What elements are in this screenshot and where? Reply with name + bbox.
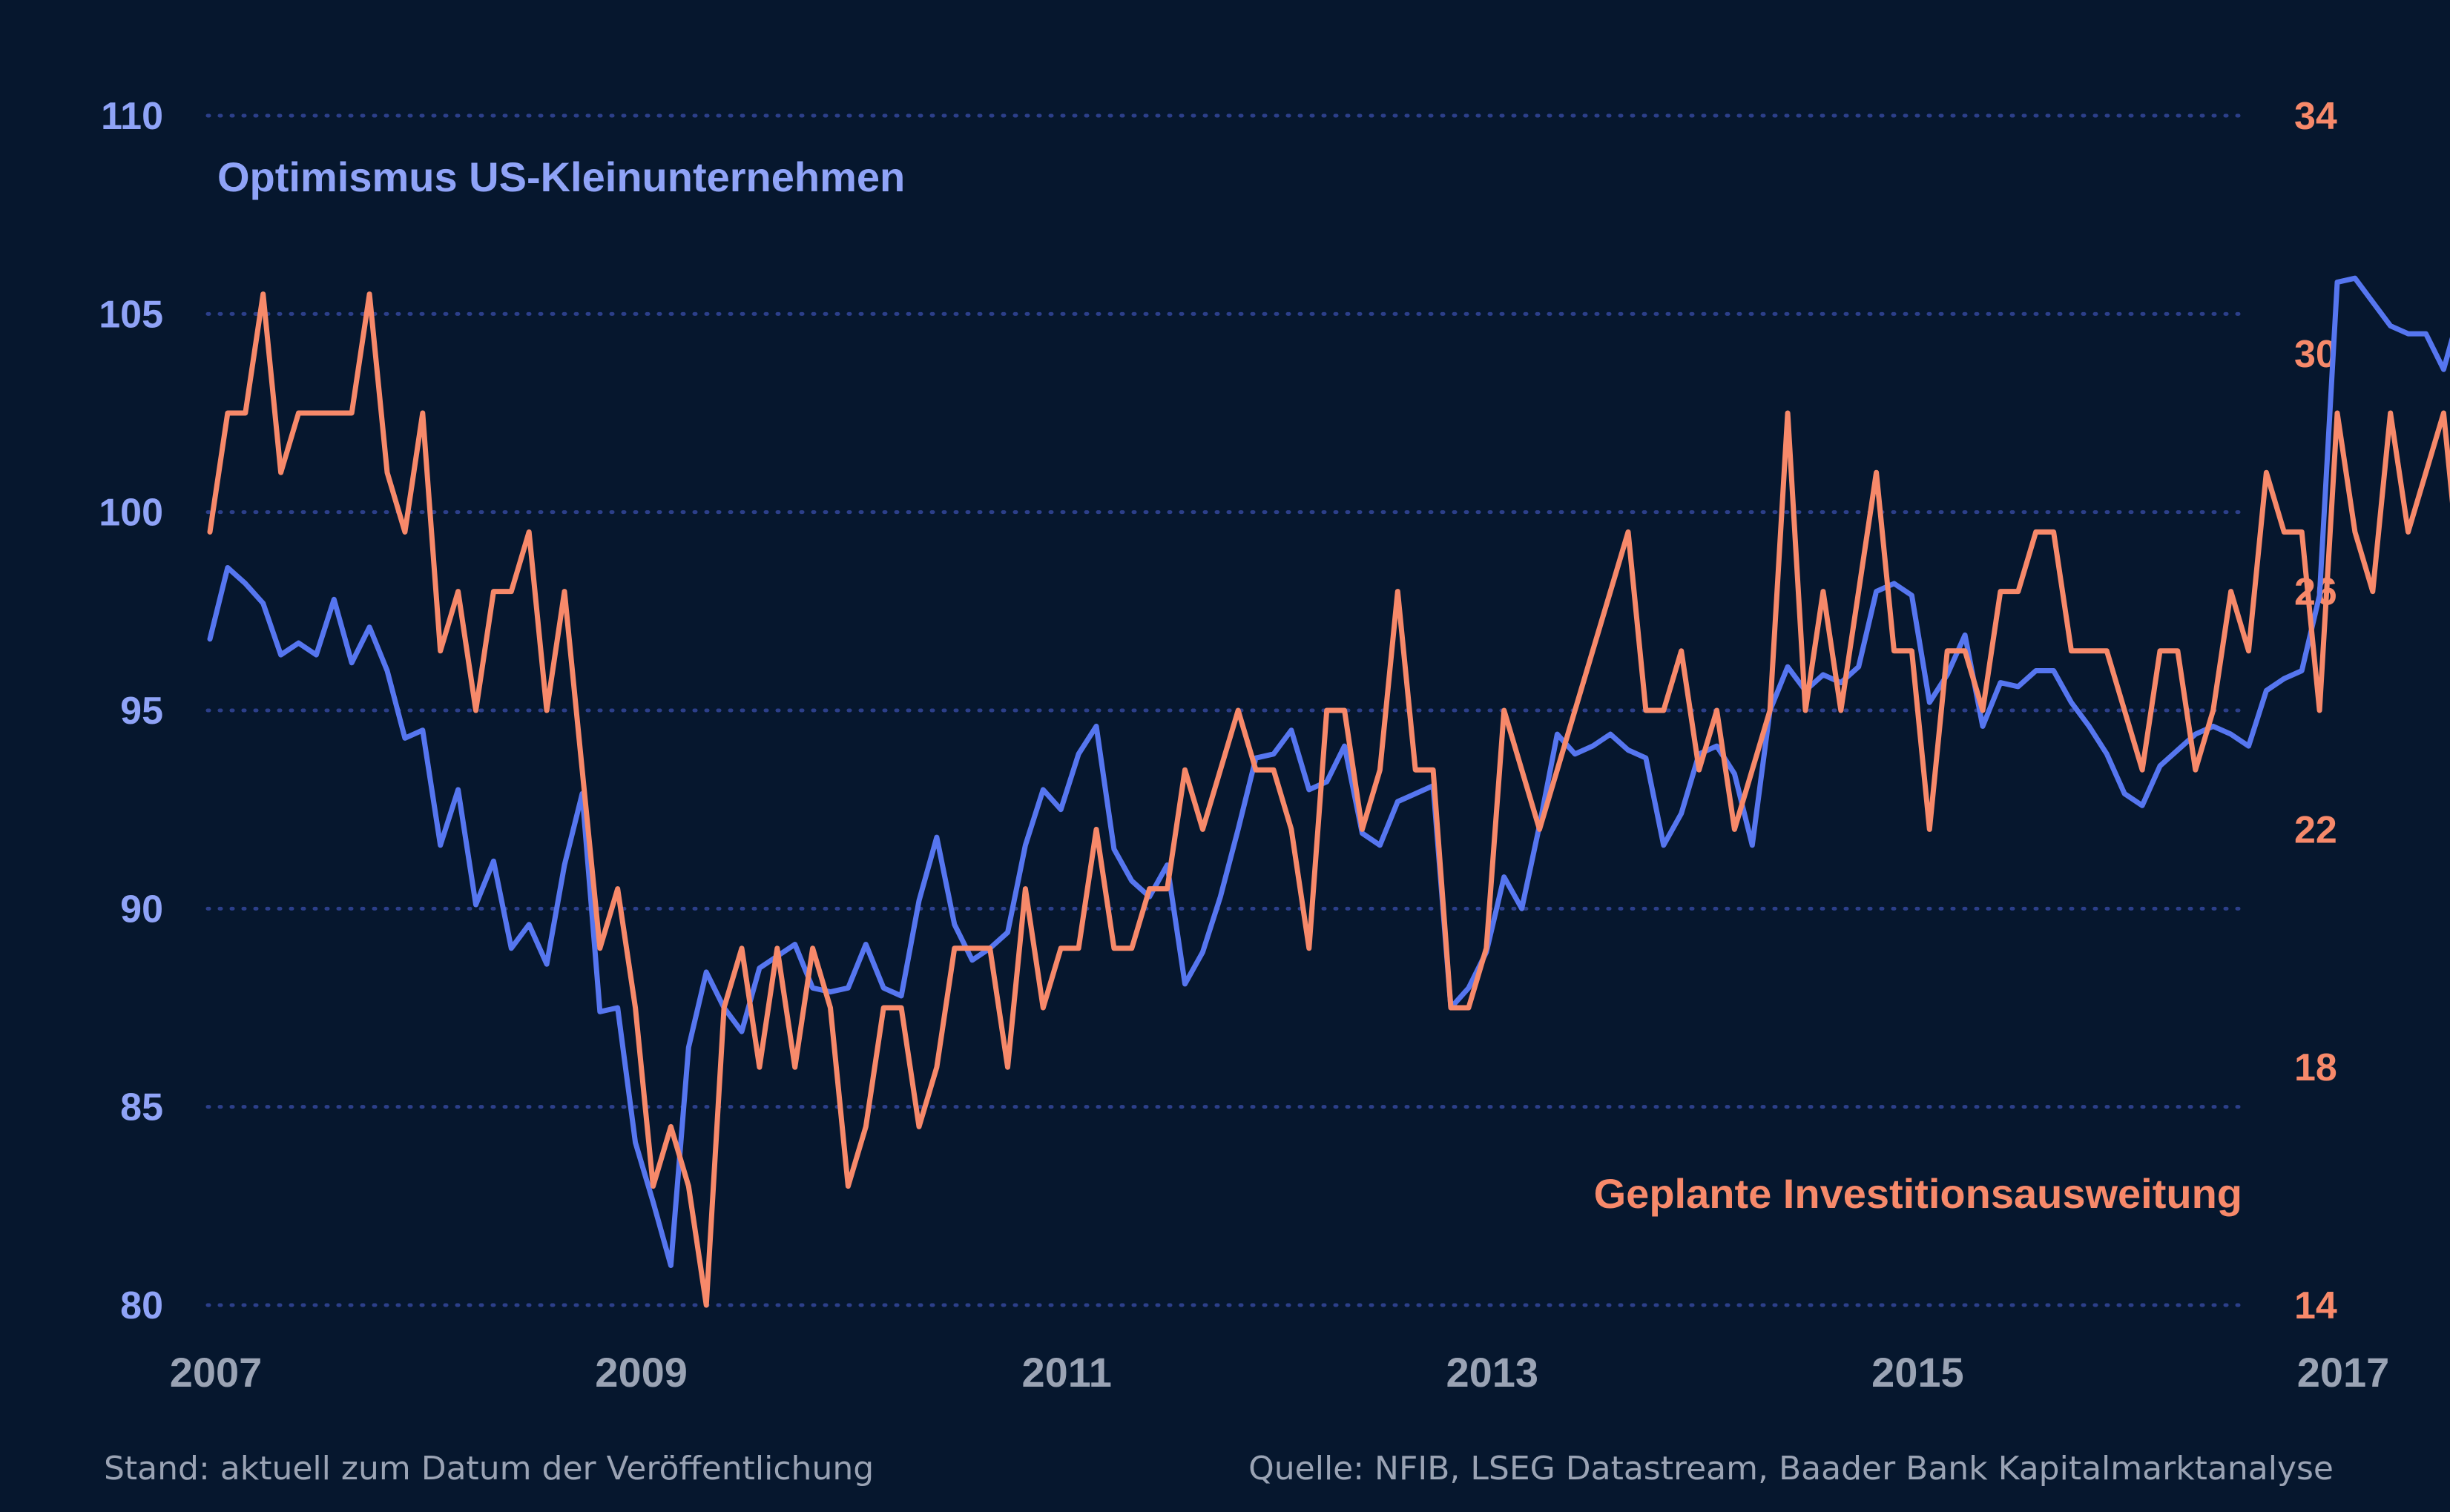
- left-axis-tick-label: 90: [120, 888, 163, 931]
- annotation-investitionsausweitung: Geplante Investitionsausweitung: [1594, 1170, 2242, 1217]
- x-axis-tick-label: 2017: [2297, 1349, 2390, 1396]
- left-axis-ticks: 80 85 90 95 100 105 110: [99, 95, 163, 1327]
- right-axis-tick-label: 34: [2294, 95, 2337, 138]
- left-axis-tick-label: 110: [101, 95, 163, 138]
- right-axis-tick-label: 22: [2294, 808, 2337, 851]
- x-axis-tick-label: 2013: [1446, 1349, 1539, 1396]
- left-axis-tick-label: 80: [120, 1284, 163, 1327]
- right-axis-tick-label: 18: [2294, 1046, 2337, 1089]
- x-axis-tick-label: 2009: [595, 1349, 688, 1396]
- left-axis-tick-label: 100: [99, 492, 163, 535]
- x-axis-tick-label: 2011: [1021, 1349, 1112, 1396]
- footer-source: Quelle: NFIB, LSEG Datastream, Baader Ba…: [1248, 1450, 2334, 1488]
- series-line-investitionsausweitung: [207, 291, 2450, 1308]
- left-axis-tick-label: 85: [120, 1086, 163, 1129]
- footer-stand: Stand: aktuell zum Datum der Veröffentli…: [104, 1450, 875, 1488]
- series-lines: [207, 275, 2450, 1308]
- annotation-optimismus: Optimismus US-Kleinunternehmen: [217, 153, 905, 200]
- x-axis-tick-label: 2007: [170, 1349, 263, 1396]
- grid-lines: [205, 113, 2250, 1307]
- x-axis-ticks: 2007200920112013201520172019202120232025: [170, 1349, 2390, 1396]
- left-axis-tick-label: 95: [120, 690, 163, 733]
- series-line-optimismus: [207, 275, 2450, 1268]
- right-axis-tick-label: 14: [2294, 1284, 2337, 1327]
- left-axis-tick-label: 105: [99, 293, 163, 336]
- series-annotations: Optimismus US-Kleinunternehmen Geplante I…: [217, 153, 2242, 1217]
- x-axis-tick-label: 2015: [1871, 1349, 1964, 1396]
